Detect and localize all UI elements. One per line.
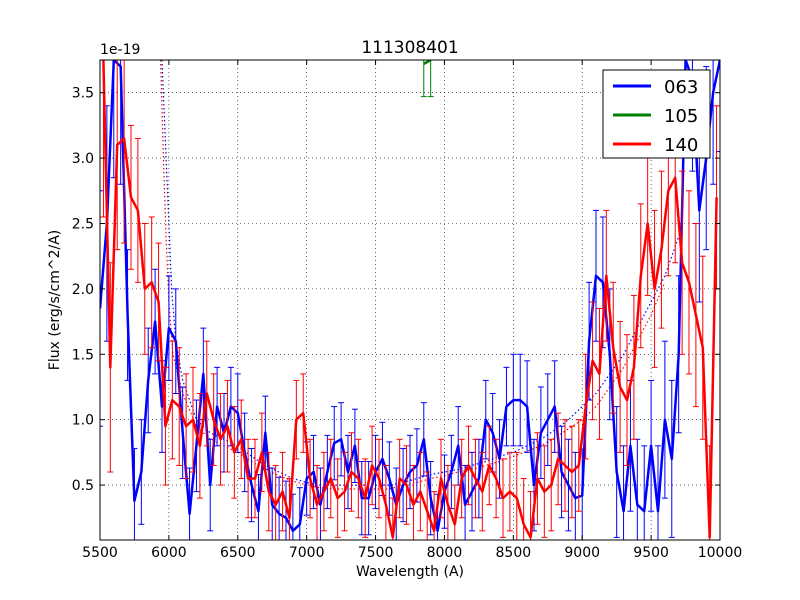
legend-label-105: 105 <box>664 106 698 127</box>
x-tick-label: 7000 <box>289 545 325 561</box>
x-tick-label: 10000 <box>698 545 743 561</box>
x-tick-label: 8500 <box>496 545 532 561</box>
y-tick-label: 1.0 <box>72 413 94 429</box>
x-tick-label: 7500 <box>358 545 394 561</box>
data-layer <box>100 60 720 540</box>
x-tick-label: 5500 <box>82 545 118 561</box>
chart-title: 111308401 <box>361 38 458 58</box>
x-tick-label: 8000 <box>427 545 463 561</box>
series-140 <box>100 60 720 540</box>
x-tick-label: 6500 <box>220 545 256 561</box>
y-tick-label: 1.5 <box>72 347 94 363</box>
y-tick-label: 2.0 <box>72 282 94 298</box>
series-105 <box>420 60 434 98</box>
x-axis-label: Wavelength (A) <box>356 564 464 580</box>
y-tick-label: 3.5 <box>72 86 94 102</box>
ticks: 5500 6000 6500 7000 7500 8000 8500 9000 9500 1000… <box>72 60 743 561</box>
y-offset-label: 1e-19 <box>100 42 140 58</box>
series-105-line <box>423 60 432 65</box>
y-tick-label: 2.5 <box>72 216 94 232</box>
series-063 <box>100 60 720 540</box>
x-tick-label: 9000 <box>564 545 600 561</box>
series-140-line <box>102 60 718 539</box>
legend-label-140: 140 <box>664 135 698 156</box>
y-axis-label: Flux (erg/s/cm^2/A) <box>47 230 63 370</box>
x-tick-label: 6000 <box>151 545 187 561</box>
x-tick-label: 9500 <box>633 545 669 561</box>
legend: 063 105 140 <box>602 69 711 159</box>
plot-frame <box>99 59 721 541</box>
legend-label-063: 063 <box>664 77 698 98</box>
series-063-line <box>100 60 720 533</box>
y-tick-label: 0.5 <box>72 478 94 494</box>
y-tick-label: 3.0 <box>72 151 94 167</box>
